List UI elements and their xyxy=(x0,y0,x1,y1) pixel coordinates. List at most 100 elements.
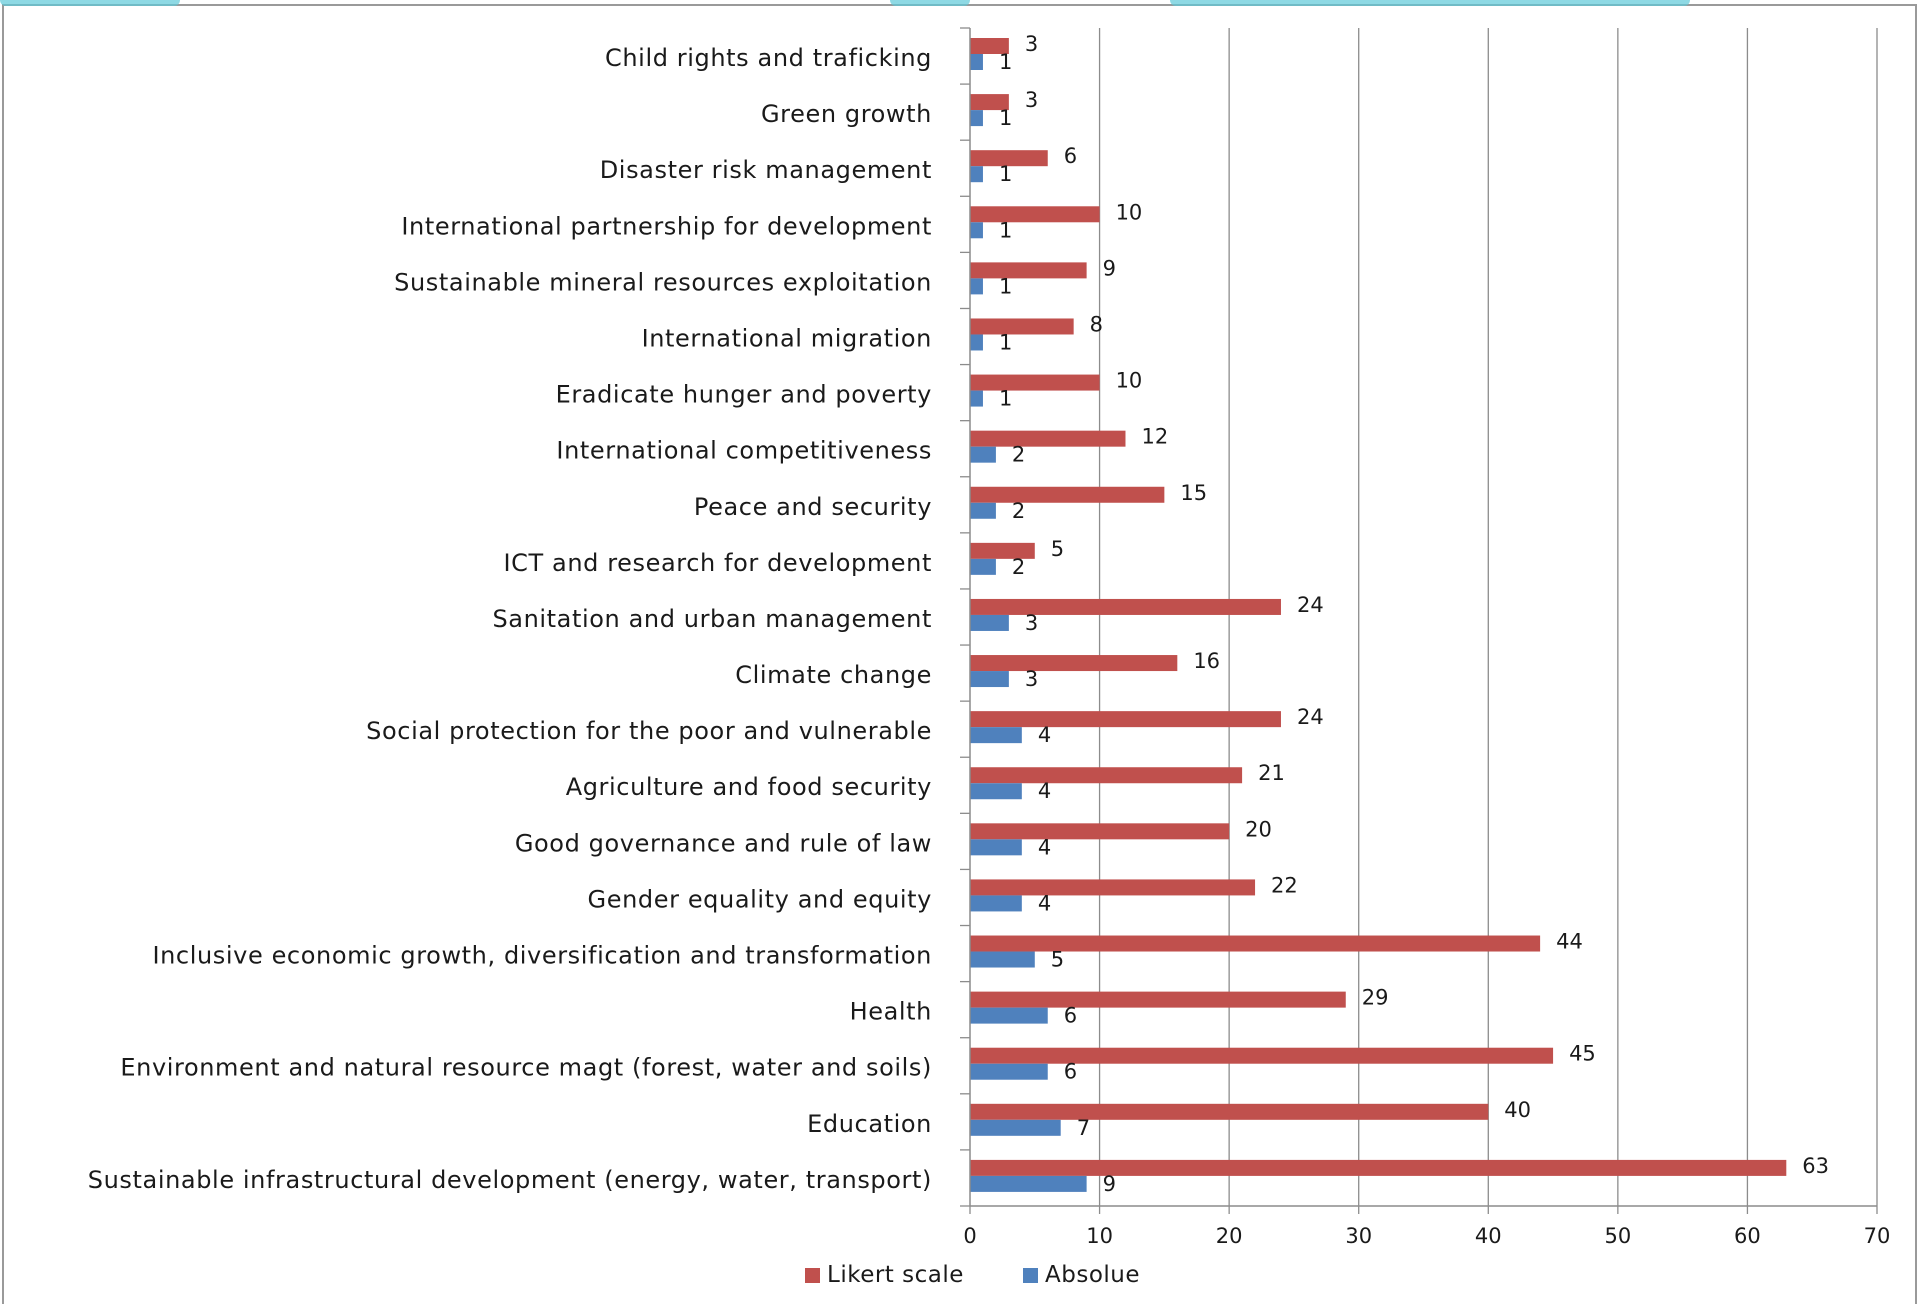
data-label-likert-scale: 10 xyxy=(1116,200,1143,224)
category-label: Eradicate hunger and poverty xyxy=(556,381,932,409)
data-label-absolue: 3 xyxy=(1025,611,1038,635)
data-label-likert-scale: 16 xyxy=(1193,649,1220,673)
category-label: International competitiveness xyxy=(556,437,932,465)
bar-likert-scale xyxy=(970,711,1281,728)
bar-likert-scale xyxy=(970,318,1074,335)
data-label-absolue: 4 xyxy=(1038,835,1051,859)
data-label-absolue: 3 xyxy=(1025,667,1038,691)
category-label: Disaster risk management xyxy=(600,156,932,184)
category-label: Peace and security xyxy=(694,493,932,521)
bar-absolue xyxy=(970,895,1022,912)
category-label: Gender equality and equity xyxy=(588,885,932,913)
bar-likert-scale xyxy=(970,94,1009,111)
bar-absolue xyxy=(970,1175,1087,1192)
bar-absolue xyxy=(970,110,983,127)
bar-absolue xyxy=(970,558,996,575)
data-label-absolue: 4 xyxy=(1038,891,1051,915)
data-label-absolue: 2 xyxy=(1012,555,1025,579)
bar-likert-scale xyxy=(970,935,1541,952)
bar-absolue xyxy=(970,446,996,463)
data-label-absolue: 2 xyxy=(1012,443,1025,467)
bar-absolue xyxy=(970,390,983,407)
data-label-likert-scale: 3 xyxy=(1025,32,1038,56)
data-label-absolue: 1 xyxy=(999,387,1012,411)
bar-absolue xyxy=(970,671,1009,688)
bar-likert-scale xyxy=(970,262,1087,279)
bar-absolue xyxy=(970,951,1035,968)
bar-likert-scale xyxy=(970,542,1035,559)
data-label-likert-scale: 5 xyxy=(1051,537,1064,561)
data-label-likert-scale: 40 xyxy=(1504,1098,1531,1122)
x-tick-label: 10 xyxy=(1086,1224,1113,1248)
data-label-likert-scale: 63 xyxy=(1802,1154,1829,1178)
bar-likert-scale xyxy=(970,1159,1787,1176)
data-label-likert-scale: 8 xyxy=(1090,312,1103,336)
bar-likert-scale xyxy=(970,150,1048,167)
data-label-absolue: 2 xyxy=(1012,499,1025,523)
data-label-absolue: 6 xyxy=(1064,1004,1077,1028)
bar-likert-scale xyxy=(970,486,1165,503)
grid-lines xyxy=(1098,28,1878,1206)
category-label: International partnership for developmen… xyxy=(401,212,932,240)
data-label-absolue: 1 xyxy=(999,162,1012,186)
bar-absolue xyxy=(970,1063,1048,1080)
category-label: Climate change xyxy=(735,661,932,689)
bar-absolue xyxy=(970,166,983,183)
bar-likert-scale xyxy=(970,991,1346,1008)
data-label-likert-scale: 9 xyxy=(1103,256,1116,280)
data-label-absolue: 1 xyxy=(999,274,1012,298)
data-label-absolue: 4 xyxy=(1038,723,1051,747)
x-tick-label: 0 xyxy=(963,1224,976,1248)
bar-absolue xyxy=(970,614,1009,631)
category-label: Health xyxy=(850,998,932,1026)
bar-likert-scale xyxy=(970,767,1243,784)
category-label: Child rights and traficking xyxy=(605,44,932,72)
bars xyxy=(970,38,1787,1192)
legend: Likert scale Absolue xyxy=(805,1262,1140,1288)
x-tick-label: 30 xyxy=(1345,1224,1372,1248)
bar-likert-scale xyxy=(970,38,1009,54)
bar-absolue xyxy=(970,783,1022,800)
x-tick-label: 40 xyxy=(1475,1224,1502,1248)
bar-absolue xyxy=(970,502,996,519)
category-label: International migration xyxy=(642,324,932,352)
bar-likert-scale xyxy=(970,206,1100,223)
bar-absolue xyxy=(970,278,983,295)
category-label: Education xyxy=(807,1110,932,1138)
data-label-likert-scale: 12 xyxy=(1141,425,1168,449)
data-label-absolue: 7 xyxy=(1077,1116,1090,1140)
data-label-absolue: 6 xyxy=(1064,1060,1077,1084)
data-label-absolue: 1 xyxy=(999,330,1012,354)
x-tick-label: 20 xyxy=(1216,1224,1243,1248)
data-label-absolue: 4 xyxy=(1038,779,1051,803)
top-decoration xyxy=(1170,0,1690,6)
bar-likert-scale xyxy=(970,1047,1554,1064)
bar-likert-scale xyxy=(970,655,1178,672)
category-label: Environment and natural resource magt (f… xyxy=(120,1054,932,1082)
bar-likert-scale xyxy=(970,430,1126,447)
data-label-likert-scale: 22 xyxy=(1271,873,1298,897)
bar-absolue xyxy=(970,54,983,70)
data-label-likert-scale: 44 xyxy=(1556,930,1583,954)
data-label-likert-scale: 29 xyxy=(1362,986,1389,1010)
category-label: Agriculture and food security xyxy=(566,773,932,801)
legend-swatch xyxy=(805,1268,820,1283)
data-label-likert-scale: 45 xyxy=(1569,1042,1596,1066)
data-label-likert-scale: 15 xyxy=(1180,481,1207,505)
legend-label: Likert scale xyxy=(827,1262,964,1288)
data-label-absolue: 1 xyxy=(999,106,1012,130)
data-label-absolue: 5 xyxy=(1051,948,1064,972)
data-label-likert-scale: 21 xyxy=(1258,761,1285,785)
x-tick-label: 70 xyxy=(1864,1224,1891,1248)
data-label-likert-scale: 6 xyxy=(1064,144,1077,168)
bar-absolue xyxy=(970,334,983,351)
data-label-absolue: 1 xyxy=(999,218,1012,242)
data-label-likert-scale: 24 xyxy=(1297,705,1324,729)
data-label-likert-scale: 3 xyxy=(1025,88,1038,112)
category-label: Sustainable infrastructural development … xyxy=(88,1166,932,1194)
labels: 0 10 20 30 40 50 60 70 Child rights and traficki… xyxy=(88,32,1891,1248)
data-label-likert-scale: 20 xyxy=(1245,817,1272,841)
data-label-absolue: 1 xyxy=(999,50,1012,74)
data-label-likert-scale: 24 xyxy=(1297,593,1324,617)
